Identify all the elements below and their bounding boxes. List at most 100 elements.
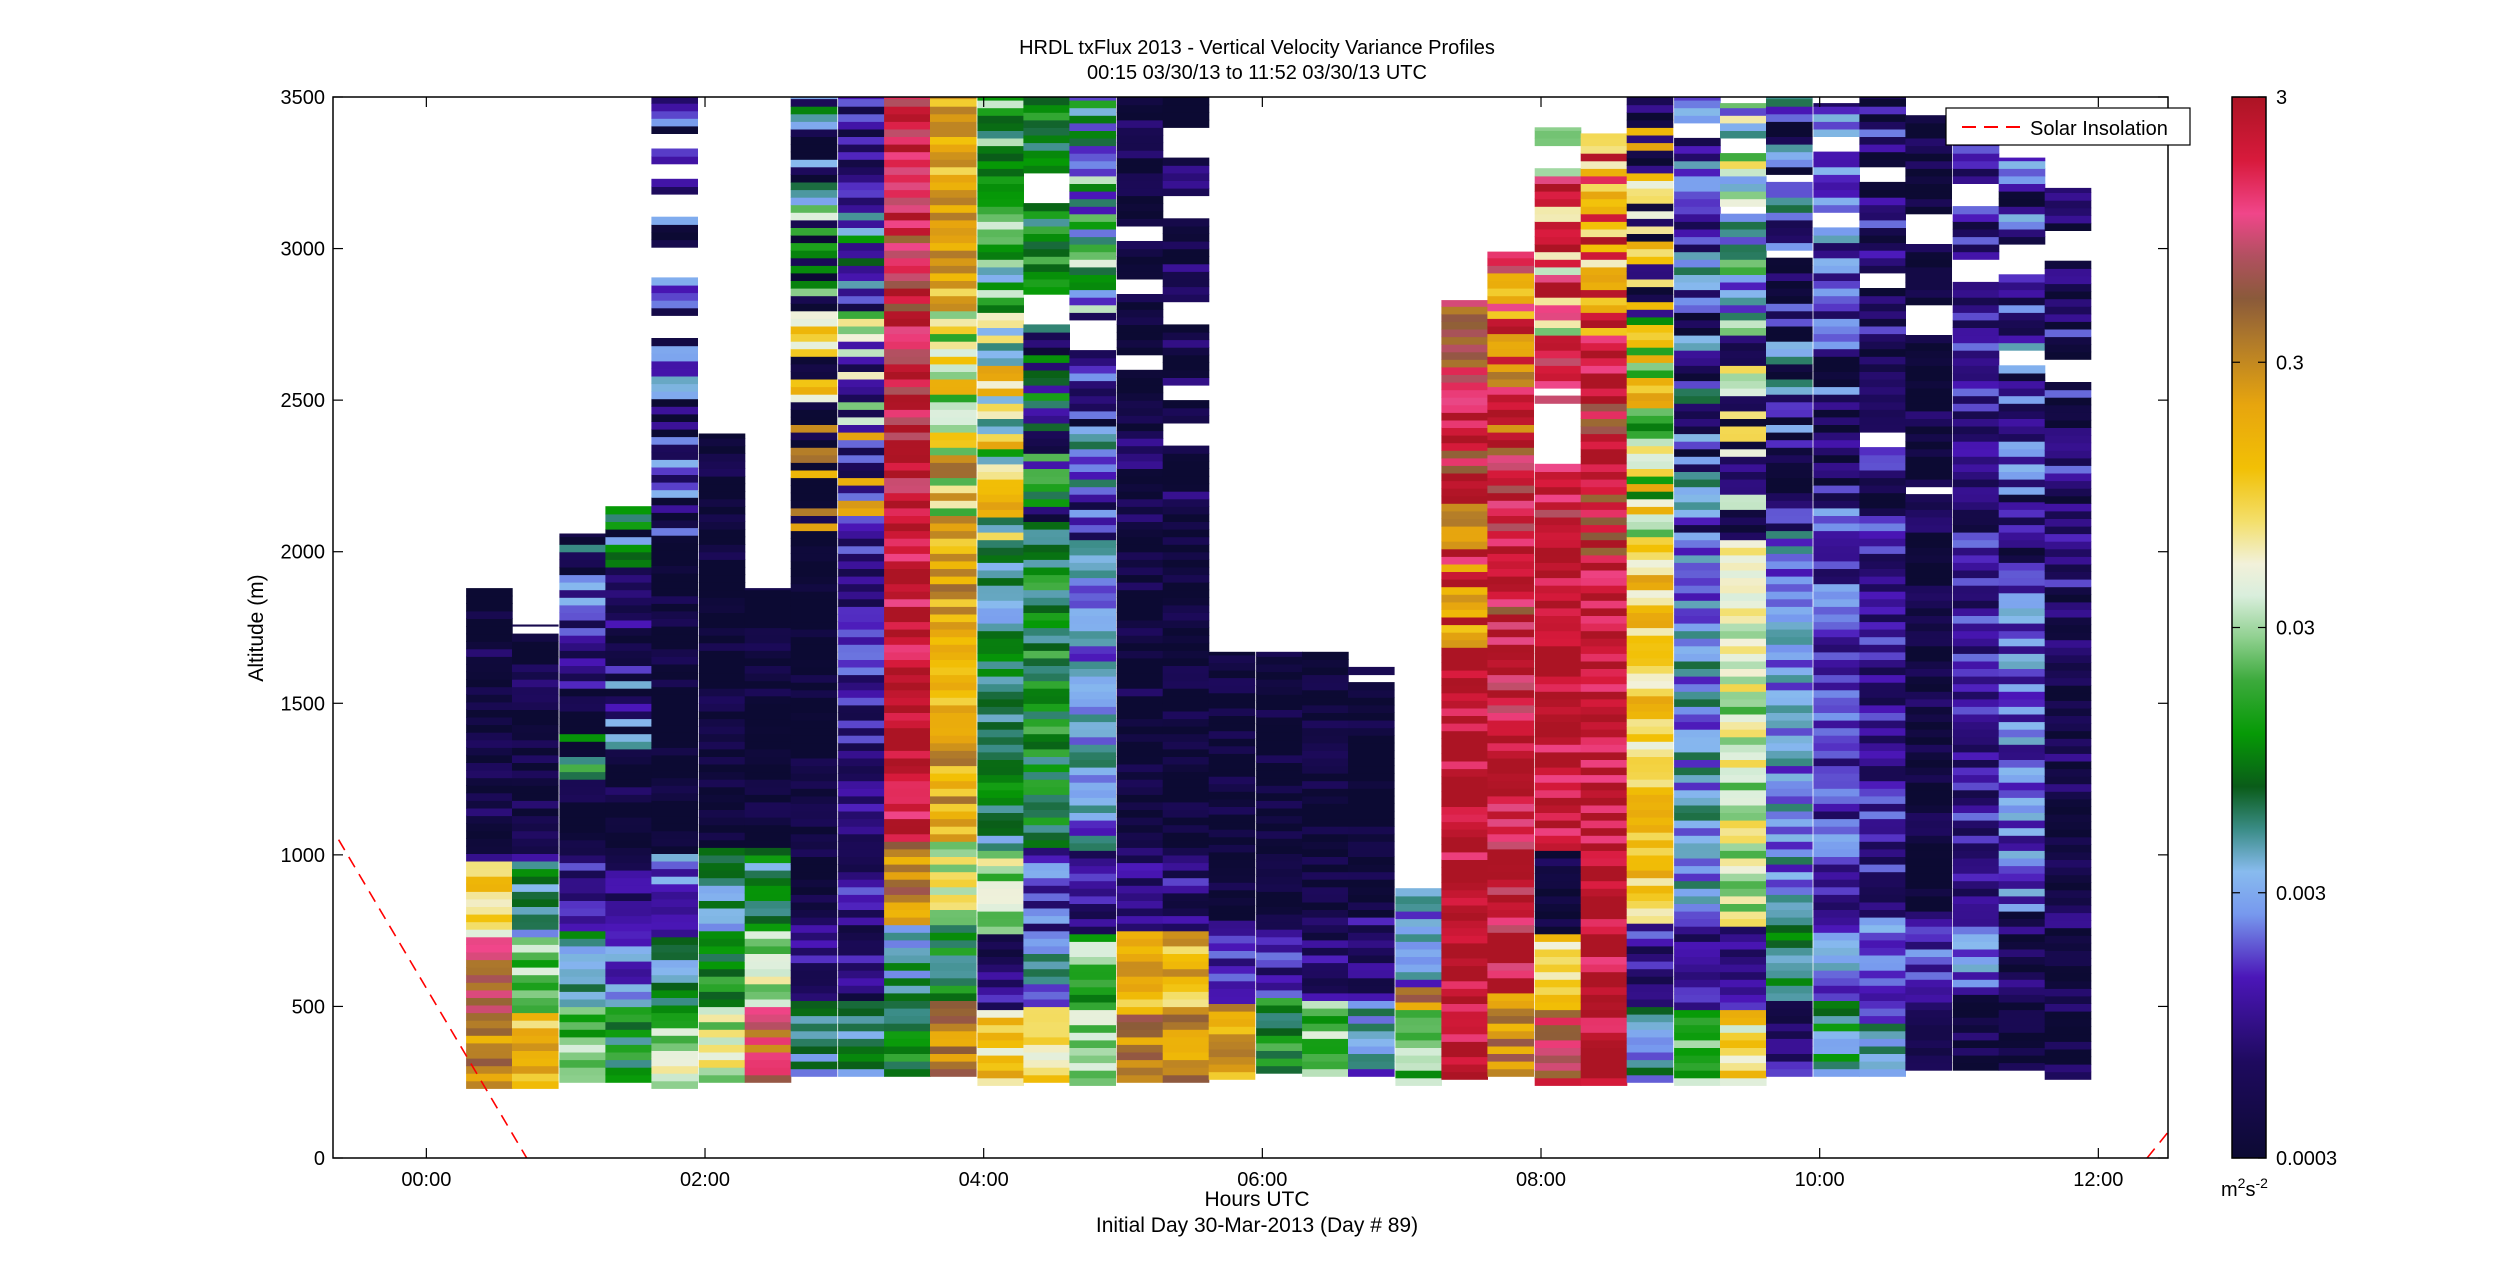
- heatmap-cell: [1116, 710, 1164, 720]
- heatmap-cell: [1626, 824, 1674, 833]
- heatmap-cell: [1487, 363, 1534, 372]
- heatmap-cell: [1487, 864, 1534, 873]
- heatmap-cell: [884, 280, 931, 289]
- heatmap-cell: [605, 597, 652, 606]
- heatmap-cell: [559, 945, 606, 954]
- heatmap-cell: [651, 375, 698, 385]
- heatmap-cell: [605, 832, 652, 841]
- heatmap-cell: [1580, 623, 1628, 632]
- heatmap-cell: [1766, 598, 1813, 607]
- heatmap-cell: [838, 522, 885, 532]
- heatmap-cell: [1023, 627, 1070, 636]
- heatmap-cell: [1580, 456, 1628, 465]
- heatmap-cell: [1116, 582, 1164, 591]
- heatmap-cell: [1208, 995, 1256, 1004]
- heatmap-cell: [466, 671, 513, 680]
- heatmap-cell: [1208, 715, 1256, 724]
- heatmap-cell: [1023, 521, 1070, 530]
- heatmap-cell: [1069, 448, 1116, 457]
- heatmap-cell: [1859, 538, 1906, 547]
- heatmap-cell: [512, 807, 559, 817]
- heatmap-cell: [1859, 553, 1906, 562]
- heatmap-cell: [1674, 683, 1721, 692]
- heatmap-cell: [1674, 1001, 1721, 1011]
- heatmap-cell: [884, 401, 931, 410]
- heatmap-cell: [1069, 903, 1116, 912]
- heatmap-cell: [2044, 488, 2092, 497]
- heatmap-cell: [1395, 948, 1442, 957]
- heatmap-cell: [1720, 153, 1767, 162]
- heatmap-cell: [605, 703, 652, 712]
- heatmap-cell: [512, 868, 559, 877]
- heatmap-cell: [1208, 965, 1256, 974]
- heatmap-cell: [884, 272, 931, 281]
- heatmap-cell: [559, 915, 606, 924]
- heatmap-cell: [884, 159, 931, 168]
- heatmap-cell: [744, 968, 792, 977]
- heatmap-cell: [1487, 750, 1534, 759]
- heatmap-cell: [1208, 859, 1256, 868]
- heatmap-cell: [1116, 1074, 1164, 1083]
- heatmap-cell: [1023, 385, 1070, 394]
- heatmap-cell: [1626, 225, 1674, 234]
- heatmap-cell: [1720, 782, 1767, 791]
- heatmap-cell: [1534, 683, 1582, 692]
- heatmap-cell: [1534, 228, 1582, 238]
- heatmap-cell: [651, 716, 698, 726]
- heatmap-cell: [2044, 942, 2092, 951]
- heatmap-cell: [1766, 932, 1813, 941]
- heatmap-cell: [1580, 926, 1628, 935]
- heatmap-cell: [1766, 697, 1813, 706]
- heatmap-cell: [1674, 236, 1721, 245]
- heatmap-cell: [1162, 938, 1210, 947]
- heatmap-cell: [838, 242, 885, 251]
- heatmap-cell: [1023, 961, 1070, 970]
- heatmap-cell: [930, 598, 977, 607]
- heatmap-cell: [1952, 168, 2000, 177]
- heatmap-cell: [1116, 619, 1164, 629]
- heatmap-cell: [930, 113, 977, 122]
- heatmap-cell: [1626, 309, 1674, 318]
- heatmap-cell: [1674, 850, 1721, 859]
- legend-solar-label: Solar Insolation: [2030, 118, 2168, 140]
- heatmap-cell: [838, 1038, 885, 1047]
- heatmap-cell: [1766, 947, 1813, 956]
- heatmap-cell: [1720, 744, 1767, 753]
- heatmap-cell: [1952, 774, 2000, 783]
- heatmap-cell: [1116, 976, 1164, 985]
- heatmap-cell: [1441, 344, 1488, 353]
- heatmap-cell: [1813, 1038, 1860, 1047]
- heatmap-cell: [1208, 798, 1256, 807]
- heatmap-cell: [651, 906, 698, 915]
- heatmap-cell: [698, 1021, 746, 1030]
- heatmap-cell: [605, 907, 652, 917]
- heatmap-cell: [1905, 941, 1952, 950]
- heatmap-cell: [930, 98, 977, 107]
- heatmap-cell: [884, 212, 931, 221]
- heatmap-cell: [838, 515, 885, 524]
- heatmap-cell: [1580, 933, 1628, 942]
- heatmap-cell: [1580, 137, 1628, 147]
- heatmap-cell: [1859, 189, 1906, 198]
- heatmap-cell: [1069, 183, 1116, 192]
- heatmap-cell: [1998, 463, 2046, 472]
- heatmap-cell: [466, 815, 513, 824]
- heatmap-cell: [1116, 97, 1164, 106]
- heatmap-cell: [930, 788, 977, 797]
- heatmap-cell: [1626, 809, 1674, 818]
- heatmap-cell: [1626, 1074, 1674, 1083]
- heatmap-cell: [2044, 435, 2092, 444]
- heatmap-cell: [884, 742, 931, 751]
- heatmap-cell: [930, 265, 977, 274]
- heatmap-cell: [1766, 674, 1813, 683]
- heatmap-cell: [1395, 971, 1442, 980]
- heatmap-cell: [1162, 710, 1210, 720]
- heatmap-cell: [1348, 682, 1395, 691]
- heatmap-cell: [1580, 312, 1628, 321]
- heatmap-cell: [698, 483, 746, 492]
- heatmap-cell: [930, 227, 977, 236]
- heatmap-cell: [559, 718, 606, 727]
- heatmap-cell: [1859, 310, 1906, 319]
- heatmap-cell: [1998, 191, 2046, 200]
- heatmap-cell: [1441, 723, 1488, 732]
